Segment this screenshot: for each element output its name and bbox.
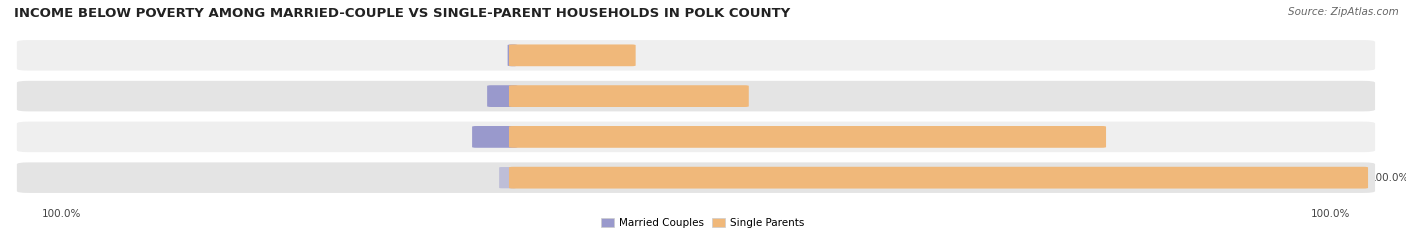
Text: No Children: No Children [482,50,544,60]
Text: INCOME BELOW POVERTY AMONG MARRIED-COUPLE VS SINGLE-PARENT HOUSEHOLDS IN POLK CO: INCOME BELOW POVERTY AMONG MARRIED-COUPL… [14,7,790,20]
Text: 100.0%: 100.0% [42,209,82,219]
Text: 100.0%: 100.0% [1310,209,1350,219]
Legend: Married Couples, Single Parents: Married Couples, Single Parents [598,214,808,233]
Text: 69.2%: 69.2% [1108,132,1140,142]
Text: 13.9%: 13.9% [637,50,671,60]
Text: 100.0%: 100.0% [1369,173,1406,183]
Text: 7.6%: 7.6% [444,132,471,142]
Text: 4.5%: 4.5% [460,91,485,101]
Text: 3 or 4 Children: 3 or 4 Children [474,132,553,142]
Text: Source: ZipAtlas.com: Source: ZipAtlas.com [1288,7,1399,17]
Text: 5 or more Children: 5 or more Children [464,173,562,183]
Text: 1 or 2 Children: 1 or 2 Children [474,91,553,101]
Text: 27.2%: 27.2% [751,91,783,101]
Text: 0.28%: 0.28% [474,50,506,60]
Text: 0.0%: 0.0% [481,173,508,183]
